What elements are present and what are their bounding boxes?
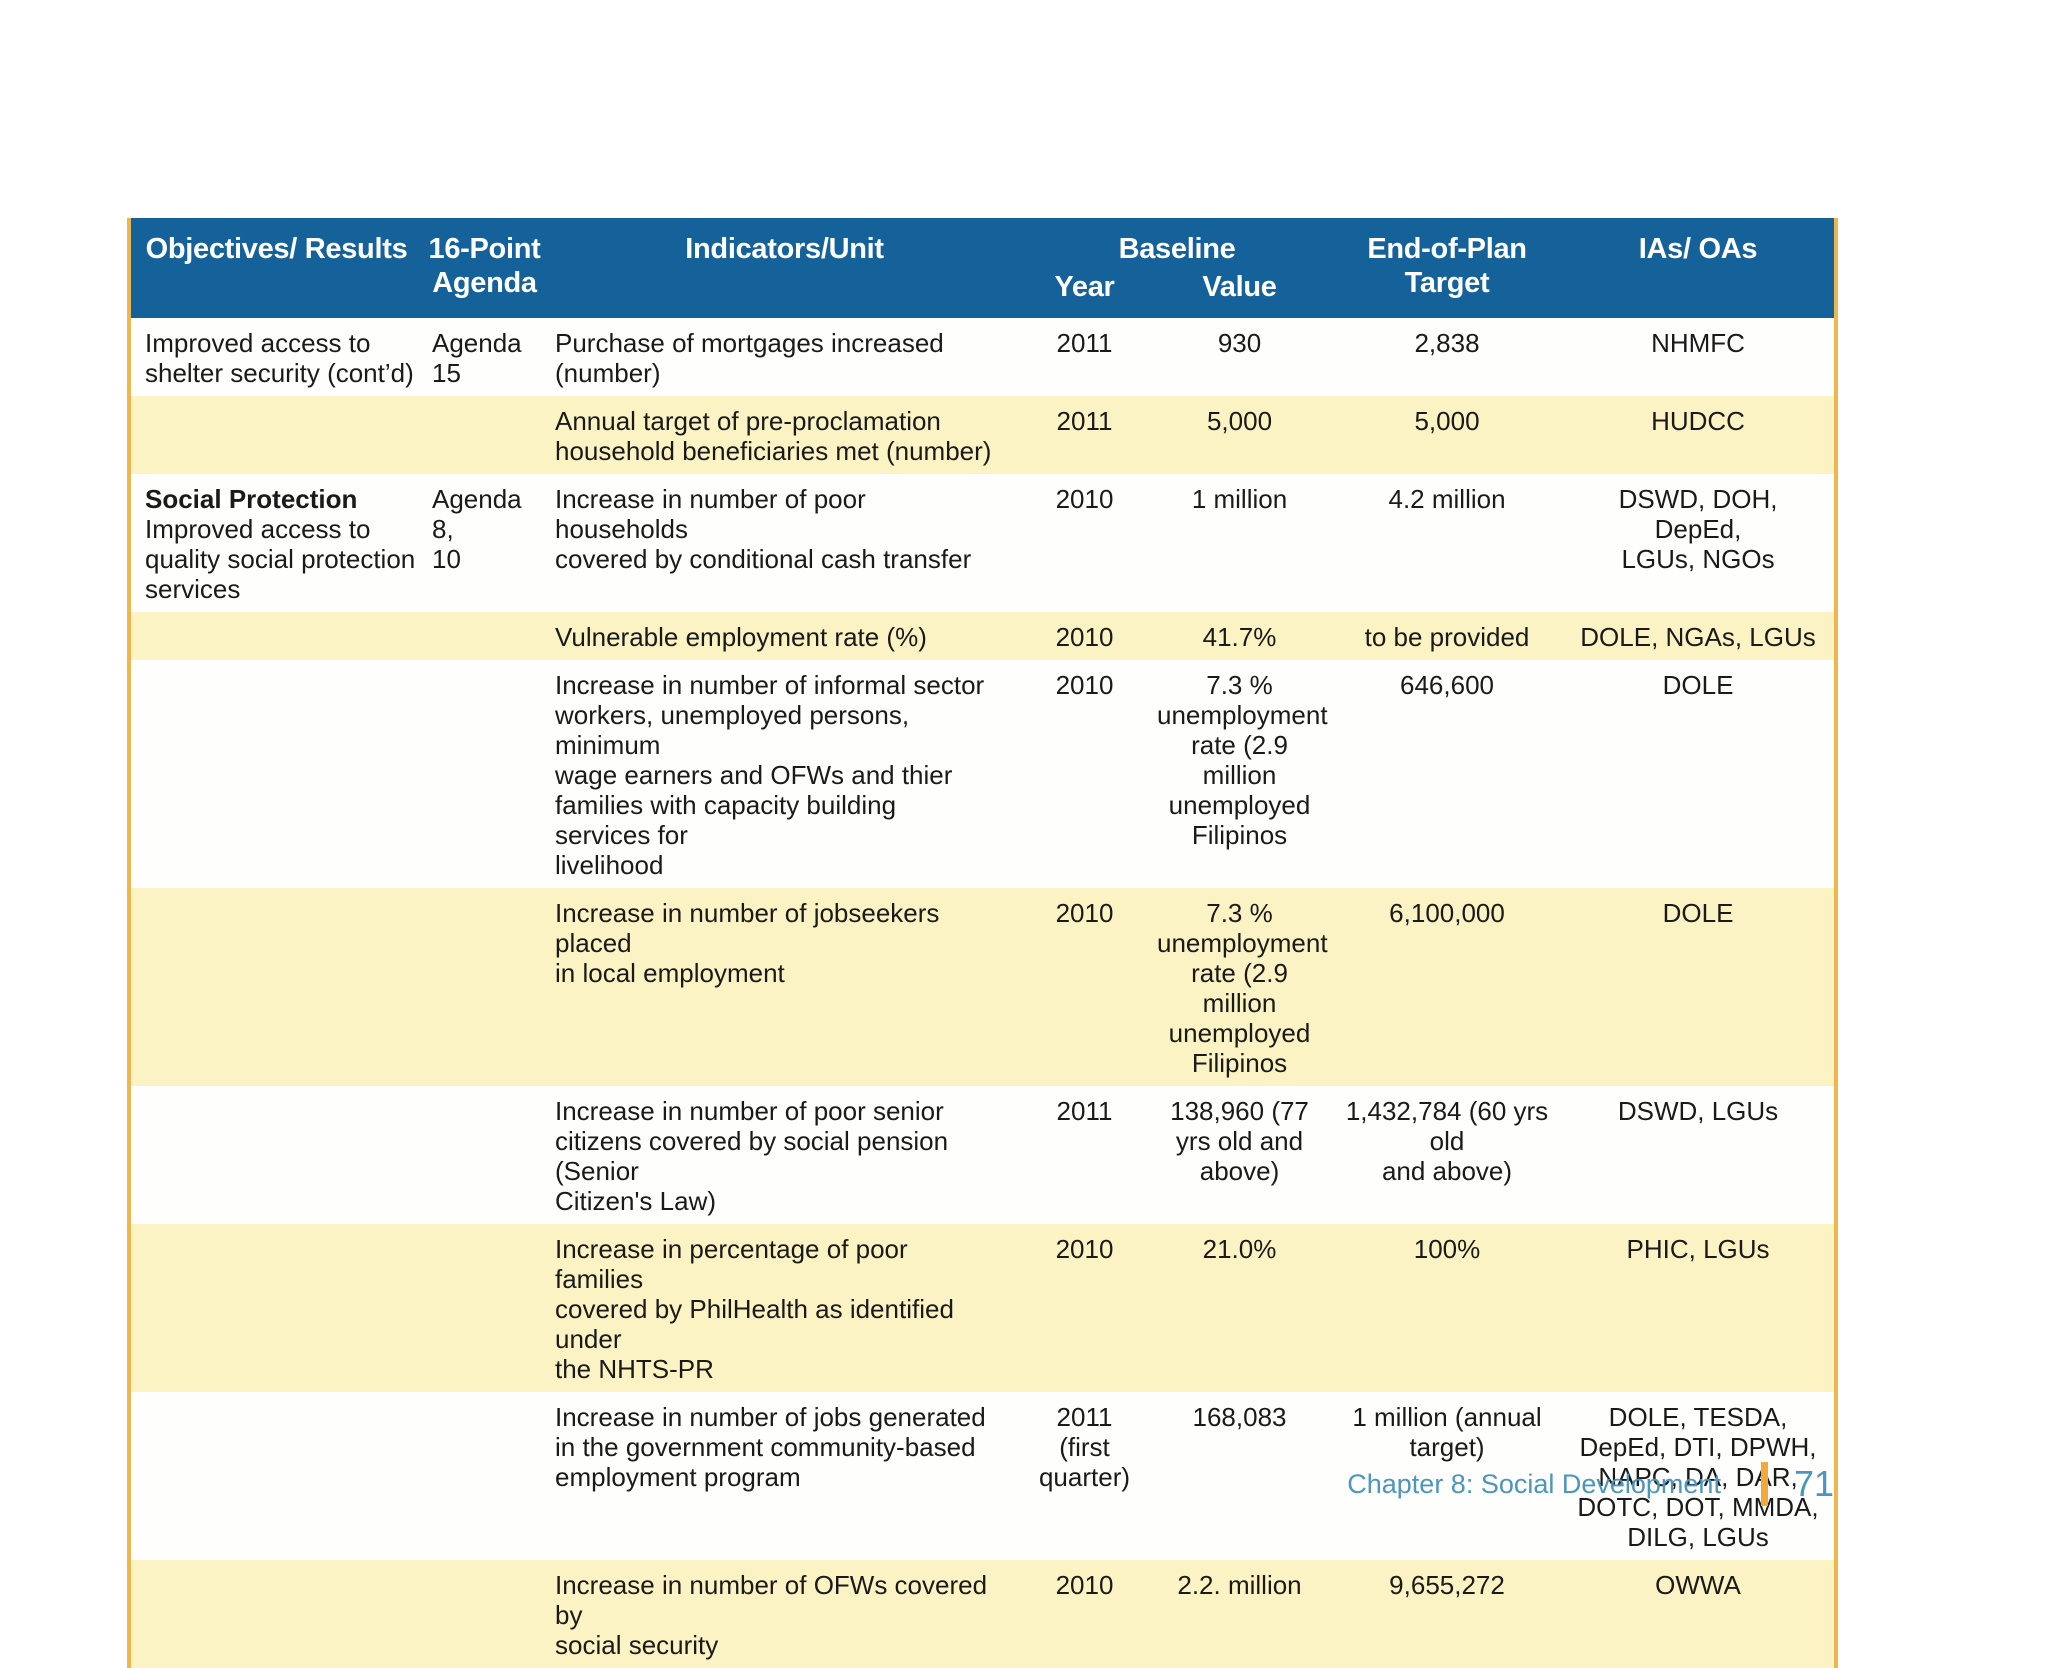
chapter-title: Chapter 8: Social Development: [1347, 1468, 1721, 1499]
table-header: Objectives/ Results 16-Point Agenda Indi…: [129, 218, 1837, 318]
objectives-cell: Improved access to shelter security (con…: [145, 328, 414, 388]
value-cell: 168,083: [1192, 1402, 1287, 1432]
year-cell: 2010: [1055, 622, 1114, 652]
value-cell: 2.2. million: [1177, 1570, 1302, 1600]
year-cell: 2010: [1055, 484, 1114, 514]
year-cell: 2010: [1055, 1234, 1114, 1264]
page-number: 71: [1793, 1463, 1834, 1504]
year-cell: 2010: [1055, 1570, 1114, 1600]
year-cell: 2011: [1056, 1096, 1113, 1126]
objectives-cell: [129, 1560, 422, 1668]
target-cell: 646,600: [1400, 670, 1494, 700]
value-cell: 1 million: [1191, 484, 1288, 514]
agenda-cell: [422, 888, 547, 1086]
indicator-cell: Annual target of pre-proclamation househ…: [555, 406, 992, 466]
ias-cell: PHIC, LGUs: [1626, 1234, 1770, 1264]
target-cell: 5,000: [1414, 406, 1480, 436]
header-target: End-of-Plan Target: [1332, 218, 1563, 318]
ias-cell: HUDCC: [1651, 406, 1745, 436]
target-cell: to be provided: [1364, 622, 1530, 652]
agenda-cell: [422, 660, 547, 888]
year-cell: 2010: [1055, 898, 1114, 928]
ias-cell: DSWD, LGUs: [1617, 1096, 1779, 1126]
objectives-heading: Social Protection: [145, 484, 358, 514]
target-cell: 100%: [1413, 1234, 1481, 1264]
objectives-cell: [129, 1086, 422, 1224]
objectives-cell: [129, 1224, 422, 1392]
value-cell: 7.3 % unemployment rate (2.9 million une…: [1157, 670, 1328, 850]
document-page: Objectives/ Results 16-Point Agenda Indi…: [127, 218, 1839, 1668]
indicator-cell: Purchase of mortgages increased (number): [555, 328, 944, 388]
objectives-cell: [129, 1392, 422, 1560]
agenda-cell: [422, 612, 547, 660]
table-row: Increase in number of poor senior citize…: [129, 1086, 1837, 1224]
value-cell: 41.7%: [1202, 622, 1277, 652]
indicator-cell: Increase in percentage of poor families …: [555, 1234, 954, 1384]
ias-cell: DOLE: [1662, 670, 1734, 700]
value-cell: 7.3 % unemployment rate (2.9 million une…: [1157, 898, 1328, 1078]
value-cell: 930: [1217, 328, 1262, 358]
page-footer: Chapter 8: Social Development 71: [1347, 1462, 1834, 1506]
footer-divider-bar: [1760, 1462, 1768, 1506]
indicator-cell: Increase in number of informal sector wo…: [555, 670, 985, 880]
header-baseline: Baseline: [1022, 218, 1333, 270]
agenda-cell: [422, 396, 547, 474]
target-cell: 4.2 million: [1388, 484, 1506, 514]
objectives-cell: [129, 396, 422, 474]
indicator-cell: Vulnerable employment rate (%): [555, 622, 927, 652]
agenda-cell: Agenda 8, 10: [432, 484, 522, 574]
target-cell: 1,432,784 (60 yrs old and above): [1345, 1096, 1549, 1186]
table-row: Increase in number of OFWs covered by so…: [129, 1560, 1837, 1668]
value-cell: 138,960 (77 yrs old and above): [1170, 1096, 1309, 1186]
header-agenda: 16-Point Agenda: [422, 218, 547, 318]
header-baseline-value: Value: [1147, 270, 1333, 318]
value-cell: 5,000: [1206, 406, 1273, 436]
objectives-text: Improved access to quality social protec…: [145, 514, 416, 604]
agenda-cell: [422, 1392, 547, 1560]
target-cell: 1 million (annual target): [1352, 1402, 1542, 1462]
table-row: Improved access to shelter security (con…: [129, 318, 1837, 396]
header-ias: IAs/ OAs: [1562, 218, 1837, 318]
agenda-cell: [422, 1560, 547, 1668]
objectives-cell: Social Protection Improved access to qual…: [129, 474, 422, 612]
ias-cell: DOLE: [1662, 898, 1734, 928]
table-row: Increase in percentage of poor families …: [129, 1224, 1837, 1392]
year-cell: 2011: [1056, 406, 1113, 436]
agenda-cell: [422, 1224, 547, 1392]
year-cell: 2011 (first quarter): [1038, 1402, 1131, 1492]
ias-cell: NHMFC: [1651, 328, 1745, 358]
value-cell: 21.0%: [1202, 1234, 1277, 1264]
indicator-cell: Increase in number of OFWs covered by so…: [555, 1570, 988, 1660]
header-baseline-year: Year: [1022, 270, 1147, 318]
table-row: Social Protection Improved access to qual…: [129, 474, 1837, 612]
header-indicators: Indicators/Unit: [547, 218, 1022, 318]
objectives-cell: [129, 612, 422, 660]
target-cell: 6,100,000: [1389, 898, 1505, 928]
results-matrix-table: Objectives/ Results 16-Point Agenda Indi…: [127, 218, 1839, 1668]
agenda-cell: [422, 1086, 547, 1224]
year-cell: 2010: [1055, 670, 1114, 700]
objectives-cell: [129, 660, 422, 888]
ias-cell: DOLE, TESDA, DepEd, DTI, DPWH, NAPC, DA,…: [1577, 1402, 1819, 1552]
agenda-cell: Agenda 15: [432, 328, 522, 388]
ias-cell: DOLE, NGAs, LGUs: [1580, 622, 1816, 652]
table-row: Increase in number of jobs generated in …: [129, 1392, 1837, 1560]
table-row: Increase in number of informal sector wo…: [129, 660, 1837, 888]
target-cell: 2,838: [1414, 328, 1480, 358]
year-cell: 2011: [1056, 328, 1113, 358]
indicator-cell: Increase in number of jobseekers placed …: [555, 898, 940, 988]
indicator-cell: Increase in number of poor senior citize…: [555, 1096, 949, 1216]
ias-cell: DSWD, DOH, DepEd, LGUs, NGOs: [1618, 484, 1778, 574]
header-objectives: Objectives/ Results: [129, 218, 422, 318]
indicator-cell: Increase in number of poor households co…: [555, 484, 972, 574]
ias-cell: OWWA: [1655, 1570, 1741, 1600]
table-row: Vulnerable employment rate (%) 2010 41.7…: [129, 612, 1837, 660]
indicator-cell: Increase in number of jobs generated in …: [555, 1402, 986, 1492]
target-cell: 9,655,272: [1389, 1570, 1505, 1600]
table-row: Annual target of pre-proclamation househ…: [129, 396, 1837, 474]
objectives-cell: [129, 888, 422, 1086]
table-row: Increase in number of jobseekers placed …: [129, 888, 1837, 1086]
